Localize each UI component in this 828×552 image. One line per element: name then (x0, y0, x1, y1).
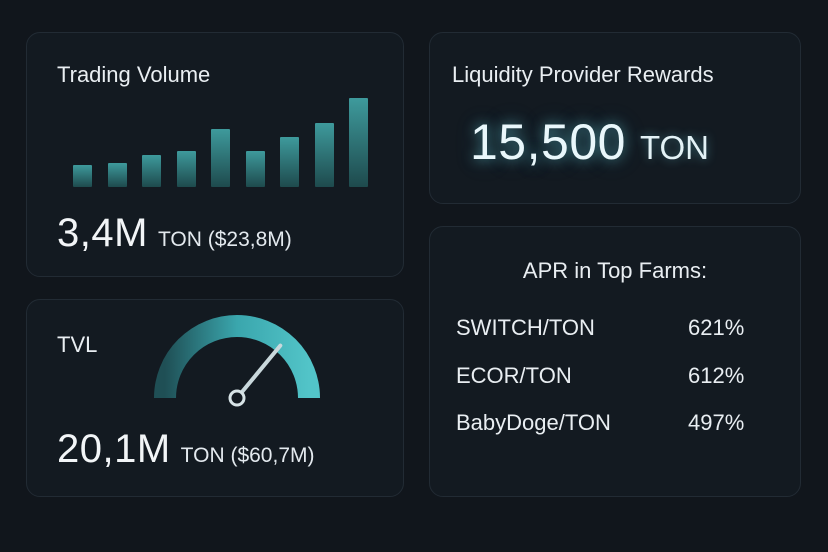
gauge-needle (235, 343, 283, 400)
volume-bar (211, 129, 230, 187)
rewards-title: Liquidity Provider Rewards (452, 62, 714, 87)
volume-bar (349, 98, 368, 187)
tvl-unit: TON ($60,7M) (180, 444, 315, 467)
farm-apr: 612% (688, 363, 745, 388)
farm-apr: 621% (688, 315, 745, 340)
volume-bar (108, 163, 127, 187)
gauge-hub (228, 389, 246, 407)
gauge-track (154, 315, 320, 399)
trading-volume-value-row: 3,4M TON ($23,8M) (57, 211, 292, 256)
volume-bar (246, 151, 265, 187)
rewards-unit: TON (639, 129, 709, 166)
farm-apr: 497% (688, 410, 745, 435)
tvl-value-row: 20,1M TON ($60,7M) (57, 427, 315, 472)
rewards-card: Liquidity Provider Rewards 15,500 TON (429, 32, 801, 204)
apr-card: APR in Top Farms: SWITCH/TON 621% ECOR/T… (429, 226, 801, 497)
trading-volume-unit: TON ($23,8M) (157, 228, 292, 251)
tvl-gauge (154, 315, 320, 407)
volume-bar (177, 151, 196, 187)
volume-bar (73, 165, 92, 187)
trading-volume-bar-chart (73, 95, 373, 187)
trading-volume-card: Trading Volume 3,4M TON ($23,8M) (26, 32, 404, 277)
tvl-value: 20,1M (57, 427, 171, 471)
tvl-card: TVL 20,1M TON ($60,7M) (26, 299, 404, 497)
volume-bar (280, 137, 299, 187)
trading-volume-title: Trading Volume (57, 62, 211, 87)
farm-pair: ECOR/TON (456, 363, 572, 388)
farm-pair: SWITCH/TON (456, 315, 595, 340)
rewards-value-row: 15,500 TON (470, 113, 709, 171)
farm-pair: BabyDoge/TON (456, 410, 611, 435)
trading-volume-value: 3,4M (57, 211, 148, 255)
rewards-value: 15,500 (470, 114, 626, 170)
volume-bar (315, 123, 334, 187)
tvl-title: TVL (57, 332, 98, 357)
apr-title: APR in Top Farms: (522, 258, 708, 283)
volume-bar (142, 155, 161, 187)
